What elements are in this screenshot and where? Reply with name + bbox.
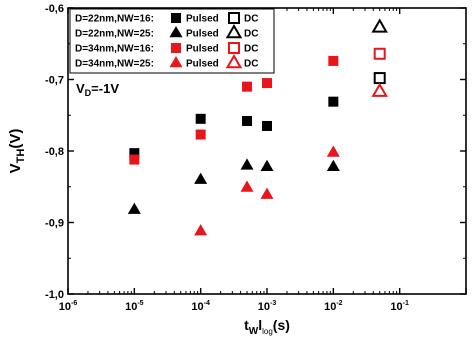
x-tick-base: 10 — [191, 301, 203, 313]
x-tick-label: 10-3 — [258, 300, 277, 313]
pulsed-point — [127, 202, 141, 214]
x-tick-exponent: -6 — [71, 300, 77, 307]
x-title-main: t — [244, 317, 249, 333]
legend-dc-label: DC — [244, 44, 258, 55]
pulsed-point — [129, 148, 140, 159]
series-3 — [129, 47, 386, 165]
legend-pulsed-label: Pulsed — [186, 44, 219, 55]
x-tick-exponent: -4 — [204, 300, 210, 307]
legend-pulsed-label: Pulsed — [186, 59, 219, 70]
dc-point — [373, 72, 386, 85]
legend-dc-marker — [228, 12, 240, 24]
x-title-log-subscript: log — [262, 327, 273, 336]
legend-dc-marker — [225, 54, 243, 69]
legend-dc-marker — [228, 42, 240, 54]
pulsed-point — [195, 113, 206, 124]
x-tick-exponent: -2 — [336, 300, 342, 307]
x-axis-title: tWllog(s) — [244, 317, 290, 337]
pulsed-point — [195, 129, 206, 140]
series-4 — [194, 82, 388, 236]
pulsed-point — [240, 158, 254, 170]
drain-voltage-annotation: VD=-1V — [76, 81, 119, 98]
y-title-unit: (V) — [7, 129, 24, 149]
pulsed-point — [129, 154, 140, 165]
pulsed-point — [194, 172, 208, 184]
legend-dc-label: DC — [244, 29, 258, 40]
legend-pulsed-label: Pulsed — [186, 14, 219, 25]
legend-series-name: D=22nm,NW=16: — [75, 14, 154, 25]
dc-point — [373, 47, 386, 60]
pulsed-point — [328, 96, 339, 107]
x-tick-exponent: -3 — [270, 300, 276, 307]
x-tick-base: 10 — [125, 301, 137, 313]
series-1 — [129, 72, 386, 159]
x-tick-exponent: -5 — [137, 300, 143, 307]
y-tick-label: -0,8 — [45, 146, 64, 158]
x-title-separator: l — [258, 317, 262, 333]
legend-series-name: D=34nm,NW=16: — [75, 44, 154, 55]
legend-pulsed-marker — [169, 26, 183, 38]
x-tick-label: 10-1 — [390, 300, 409, 313]
data-marks — [127, 18, 388, 236]
annotation-subscript: D — [85, 88, 92, 98]
legend-pulsed-label: Pulsed — [186, 29, 219, 40]
x-tick-label: 10-5 — [125, 300, 144, 313]
y-tick-label: -1,0 — [45, 289, 64, 301]
y-title-main: V — [7, 163, 24, 173]
x-title-subscript: W — [249, 326, 259, 337]
pulsed-point — [326, 145, 340, 157]
x-tick-base: 10 — [59, 301, 71, 313]
x-tick-base: 10 — [324, 301, 336, 313]
pulsed-point — [242, 81, 253, 92]
pulsed-point — [194, 224, 208, 236]
legend-pulsed-marker — [171, 13, 181, 23]
x-tick-base: 10 — [390, 301, 402, 313]
y-title-subscript: TH — [15, 149, 27, 164]
y-tick-label: -0,9 — [45, 218, 64, 230]
dc-point — [371, 82, 388, 97]
x-tick-label: 10-2 — [324, 300, 343, 313]
pulsed-point — [260, 187, 274, 199]
x-title-unit: (s) — [273, 317, 290, 333]
legend-series-name: D=34nm,NW=25: — [75, 59, 154, 70]
pulsed-point — [262, 120, 272, 131]
legend-dc-marker — [225, 24, 243, 39]
legend-pulsed-marker — [171, 43, 181, 53]
series-2 — [127, 18, 388, 214]
dc-point — [371, 18, 388, 33]
x-tick-exponent: -1 — [403, 300, 409, 307]
pulsed-point — [262, 78, 272, 89]
annotation-value: =-1V — [91, 81, 119, 96]
x-tick-base: 10 — [258, 301, 270, 313]
legend-series-name: D=22nm,NW=25: — [75, 29, 154, 40]
legend-dc-label: DC — [244, 59, 258, 70]
y-tick-label: -0,6 — [45, 3, 64, 15]
pulsed-point — [328, 55, 339, 66]
x-tick-label: 10-4 — [191, 300, 210, 313]
pulsed-point — [240, 180, 254, 192]
pulsed-point — [260, 159, 274, 172]
pulsed-point — [326, 159, 340, 172]
annotation-main: V — [76, 81, 85, 96]
legend-pulsed-marker — [169, 56, 183, 68]
x-tick-label: 10-6 — [59, 300, 78, 313]
pulsed-point — [242, 115, 253, 126]
legend-dc-label: DC — [244, 14, 258, 25]
y-axis-title: VTH(V) — [7, 129, 27, 174]
legend: D=22nm,NW=16: Pulsed DC D=22nm,NW=25: Pulsed… — [69, 8, 275, 74]
y-tick-label: -0,7 — [45, 75, 64, 87]
